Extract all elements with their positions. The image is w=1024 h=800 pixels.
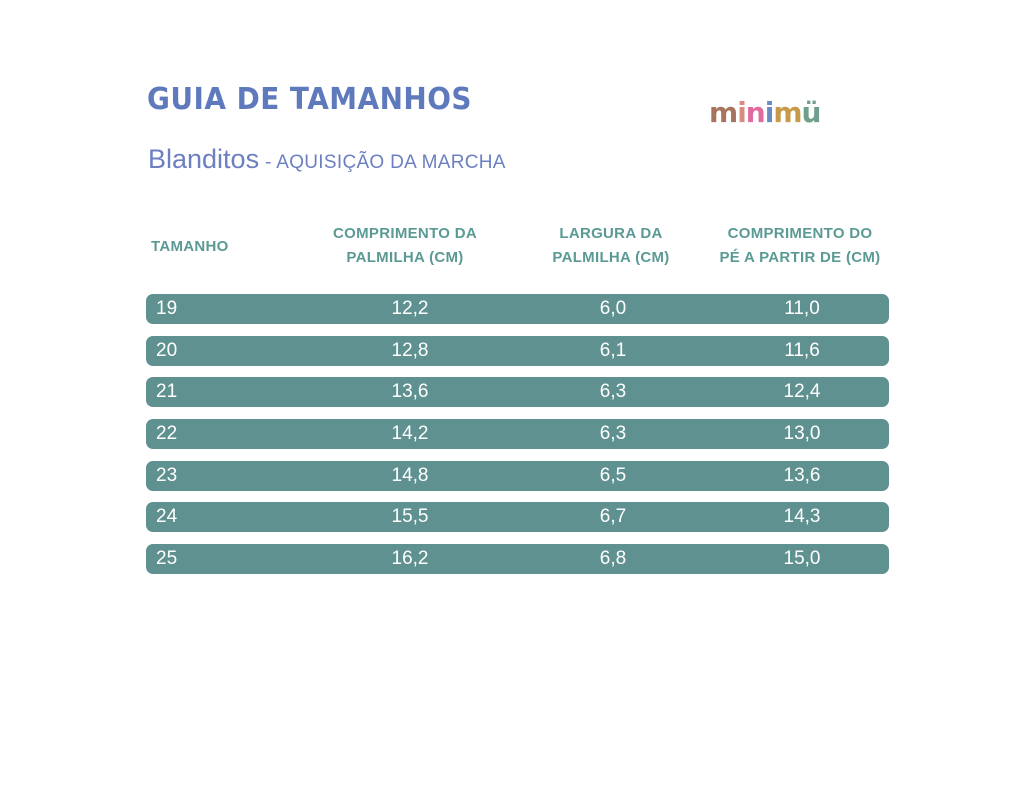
column-header-line: PALMILHA (CM)	[346, 249, 464, 266]
foot-length-cell: 15,0	[783, 548, 821, 569]
logo-letter: n	[745, 96, 766, 129]
product-tag: - AQUISIÇÃO DA MARCHA	[265, 152, 506, 173]
insole-width-cell: 6,7	[599, 506, 627, 527]
size-cell: 23	[156, 465, 178, 486]
insole-length-cell: 12,8	[391, 340, 429, 361]
table-row: 20 12,8 6,1 11,6	[146, 336, 889, 366]
column-header-size: TAMANHO	[146, 235, 281, 259]
table-row: 22 14,2 6,3 13,0	[146, 419, 889, 449]
table-row: 23 14,8 6,5 13,6	[146, 461, 889, 491]
product-subtitle: Blanditos - AQUISIÇÃO DA MARCHA	[148, 144, 506, 175]
insole-length-cell: 16,2	[391, 548, 429, 569]
column-header-line: PÉ A PARTIR DE (CM)	[719, 249, 881, 266]
product-name: Blanditos	[148, 144, 260, 174]
logo-letter: i	[737, 96, 747, 129]
insole-width-cell: 6,3	[599, 381, 627, 402]
page-title: GUIA DE TAMANHOS	[147, 82, 472, 117]
insole-width-cell: 6,0	[599, 298, 627, 319]
logo-letter: m	[773, 96, 802, 129]
insole-length-cell: 15,5	[391, 506, 429, 527]
insole-length-cell: 12,2	[391, 298, 429, 319]
logo-letter: ü	[801, 96, 822, 129]
insole-width-cell: 6,5	[599, 465, 627, 486]
column-header-insole-length: COMPRIMENTO DA PALMILHA (CM)	[305, 222, 505, 270]
foot-length-cell: 13,6	[783, 465, 821, 486]
logo-letter: m	[709, 96, 738, 129]
logo-letter: i	[764, 96, 775, 129]
table-row: 25 16,2 6,8 15,0	[146, 544, 889, 574]
size-cell: 21	[156, 381, 178, 402]
size-cell: 25	[156, 548, 178, 569]
size-cell: 22	[156, 423, 178, 444]
brand-logo: minimü	[709, 96, 839, 130]
insole-length-cell: 14,8	[391, 465, 429, 486]
size-cell: 20	[156, 340, 178, 361]
table-row: 19 12,2 6,0 11,0	[146, 294, 889, 324]
column-header-line: COMPRIMENTO DO	[727, 225, 873, 242]
column-header-line: COMPRIMENTO DA	[333, 225, 477, 242]
column-header-insole-width: LARGURA DA PALMILHA (CM)	[511, 222, 711, 270]
insole-width-cell: 6,1	[599, 340, 627, 361]
table-row: 21 13,6 6,3 12,4	[146, 377, 889, 407]
column-header-line: LARGURA DA	[559, 225, 663, 242]
column-header-line: PALMILHA (CM)	[552, 249, 670, 266]
foot-length-cell: 14,3	[783, 506, 821, 527]
foot-length-cell: 11,6	[784, 340, 820, 361]
size-cell: 19	[156, 298, 178, 319]
size-cell: 24	[156, 506, 178, 527]
column-header-foot-length: COMPRIMENTO DO PÉ A PARTIR DE (CM)	[700, 222, 900, 270]
insole-width-cell: 6,8	[599, 548, 627, 569]
foot-length-cell: 12,4	[783, 381, 821, 402]
insole-width-cell: 6,3	[599, 423, 627, 444]
insole-length-cell: 13,6	[391, 381, 429, 402]
table-row: 24 15,5 6,7 14,3	[146, 502, 889, 532]
column-header-size-label: TAMANHO	[151, 238, 229, 255]
foot-length-cell: 11,0	[784, 298, 820, 319]
insole-length-cell: 14,2	[391, 423, 429, 444]
foot-length-cell: 13,0	[783, 423, 821, 444]
